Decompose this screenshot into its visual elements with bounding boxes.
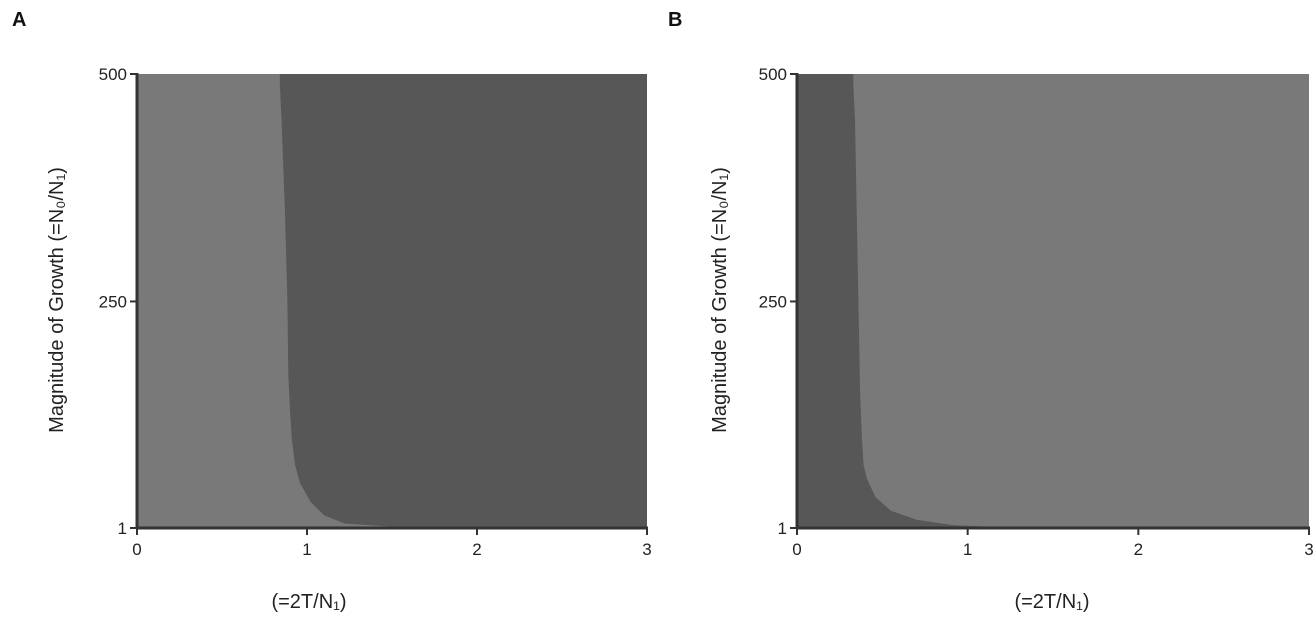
panel-a-y-tick-label: 500 bbox=[99, 65, 127, 84]
panel-b-region-left bbox=[797, 74, 1023, 528]
panel-a-y-axis-label: Magnitude of Growth (=N₀/N₁) bbox=[46, 167, 68, 433]
panel-b-x-axis-label: (=2T/N₁) bbox=[1014, 591, 1089, 613]
panel-b-region-right bbox=[797, 74, 1309, 528]
panel-a-x-tick-label: 3 bbox=[642, 540, 651, 559]
panel-b-y-tick-label: 1 bbox=[778, 519, 787, 538]
panel-a-region-left bbox=[137, 74, 413, 528]
panel-b-plot-area bbox=[797, 74, 1309, 528]
panel-b-y-ticks: 1 250 500 bbox=[759, 65, 797, 538]
panel-b-x-tick-label: 0 bbox=[792, 540, 801, 559]
panel-a-x-tick-label: 1 bbox=[302, 540, 311, 559]
panel-a-y-tick-label: 1 bbox=[118, 519, 127, 538]
panel-b-letter: B bbox=[668, 9, 682, 31]
panel-b-x-tick-label: 2 bbox=[1134, 540, 1143, 559]
panel-b-y-tick-label: 500 bbox=[759, 65, 787, 84]
panel-a-plot-area bbox=[137, 74, 647, 528]
panel-b-x-ticks: 0 1 2 3 bbox=[792, 528, 1314, 559]
panel-a-x-tick-label: 2 bbox=[472, 540, 481, 559]
panel-a-letter: A bbox=[12, 9, 26, 31]
panel-b-x-tick-label: 1 bbox=[963, 540, 972, 559]
panel-a-x-tick-label: 0 bbox=[132, 540, 141, 559]
panel-a-x-axis-label: (=2T/N₁) bbox=[271, 591, 346, 613]
panel-a-y-tick-label: 250 bbox=[99, 292, 127, 311]
panel-a-x-ticks: 0 1 2 3 bbox=[132, 528, 652, 559]
panel-a-y-ticks: 1 250 500 bbox=[99, 65, 137, 538]
panel-b-y-axis-label: Magnitude of Growth (=N₀/N₁) bbox=[709, 167, 731, 433]
panel-b-y-tick-label: 250 bbox=[759, 292, 787, 311]
panel-b-x-tick-label: 3 bbox=[1304, 540, 1313, 559]
